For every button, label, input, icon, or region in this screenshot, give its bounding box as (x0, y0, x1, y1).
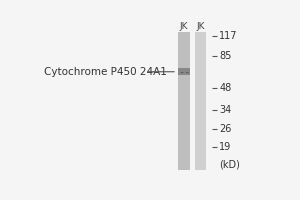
Text: 19: 19 (219, 142, 232, 152)
Bar (178, 68, 190, 75)
Text: 26: 26 (219, 124, 232, 134)
Text: JK: JK (196, 22, 205, 31)
Bar (195, 32, 206, 170)
Text: 85: 85 (219, 51, 232, 61)
Bar (178, 32, 190, 170)
Text: JK: JK (180, 22, 188, 31)
Text: (kD): (kD) (219, 159, 240, 169)
Text: 34: 34 (219, 105, 232, 115)
Text: 117: 117 (219, 31, 238, 41)
Text: 48: 48 (219, 83, 232, 93)
Text: Cytochrome P450 24A1: Cytochrome P450 24A1 (44, 67, 167, 77)
Text: --: -- (178, 67, 190, 77)
